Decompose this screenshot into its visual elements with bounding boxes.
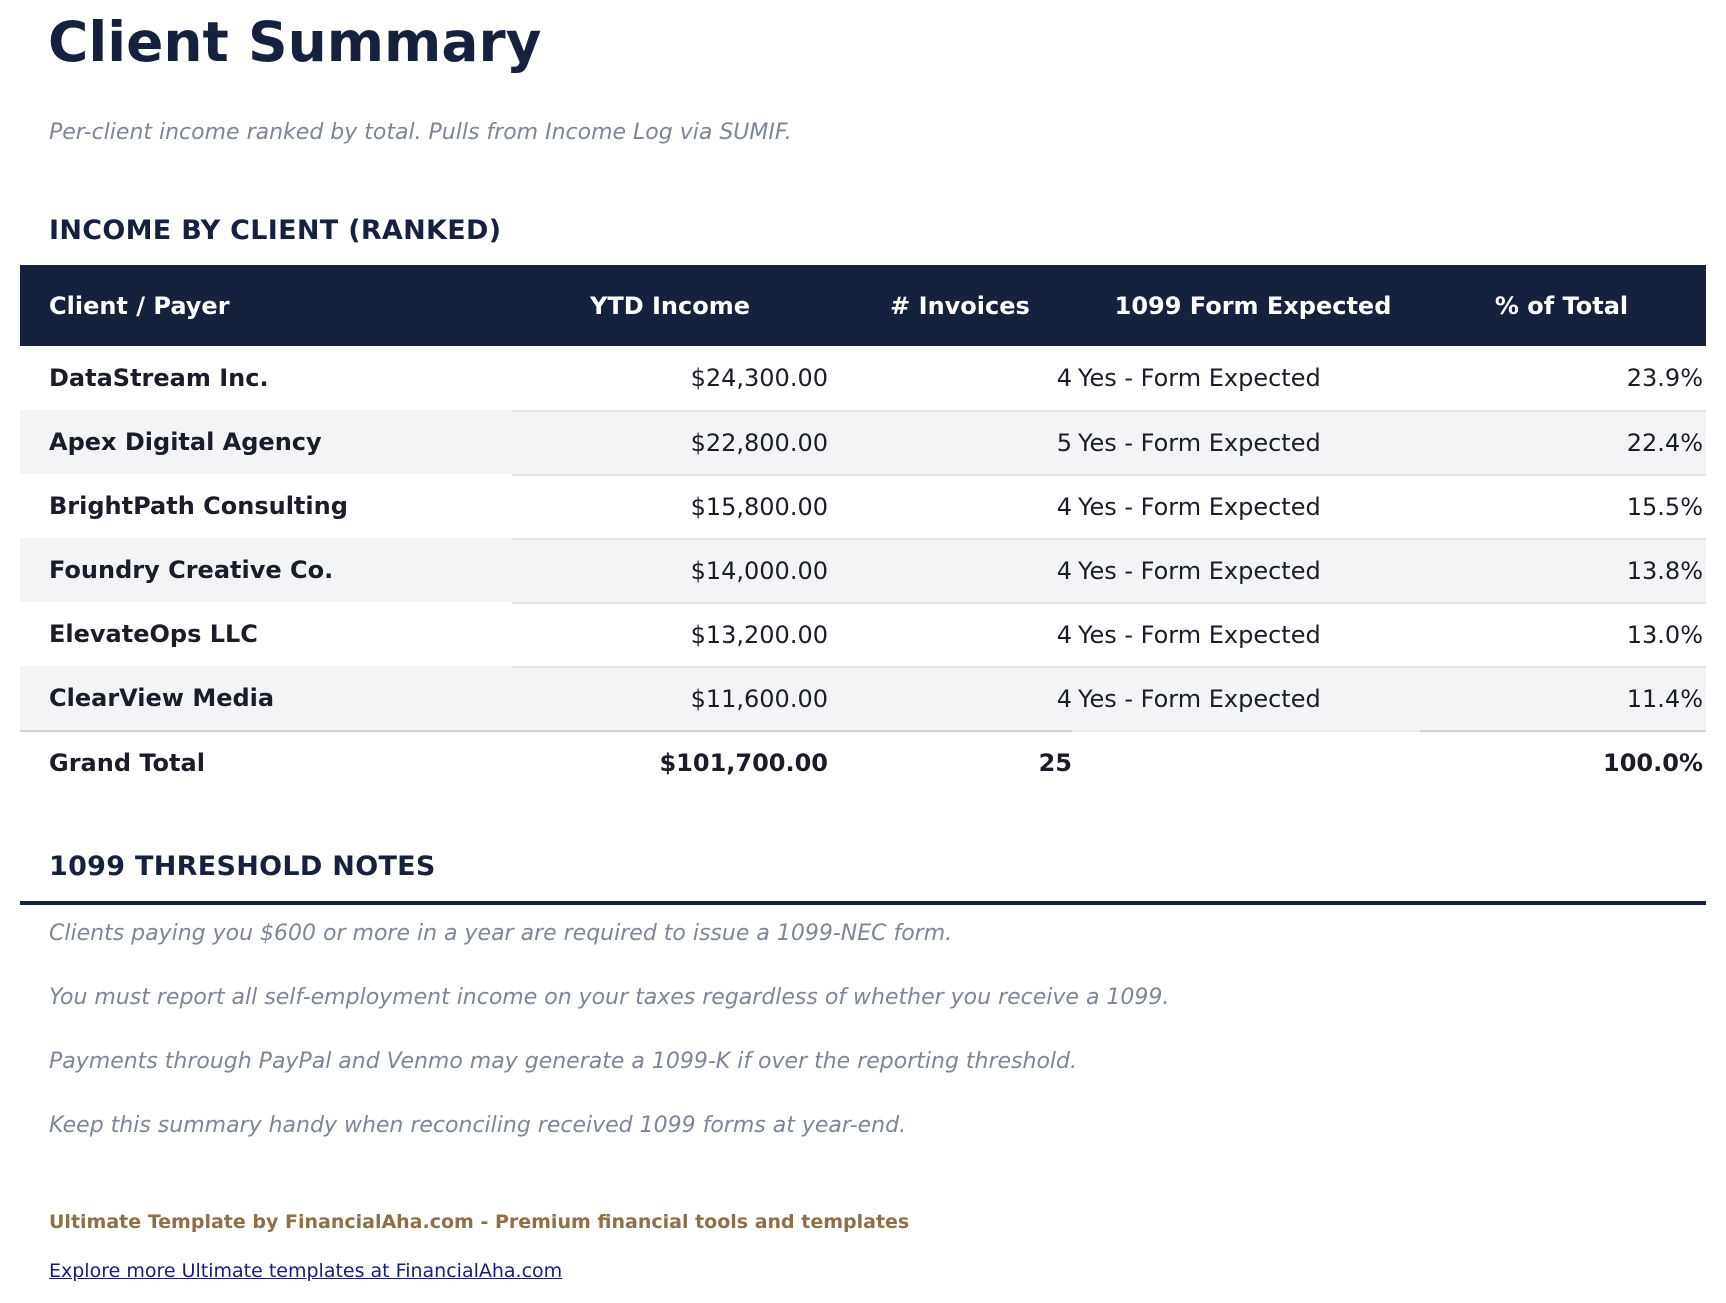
table-row: Foundry Creative Co. $14,000.00 4 Yes - … [20,538,1706,602]
notes-divider [20,901,1706,905]
column-header-client[interactable]: Client / Payer [49,291,230,320]
pct-total-cell[interactable]: 23.9% [1626,364,1703,392]
grand-total-row: Grand Total $101,700.00 25 100.0% [20,730,1706,794]
notes-section-heading: 1099 THRESHOLD NOTES [49,851,436,882]
table-row: BrightPath Consulting $15,800.00 4 Yes -… [20,474,1706,538]
client-name-cell[interactable]: BrightPath Consulting [49,492,348,520]
table-row: ElevateOps LLC $13,200.00 4 Yes - Form E… [20,602,1706,666]
page-subtitle: Per-client income ranked by total. Pulls… [49,120,792,145]
grand-total-invoices[interactable]: 25 [828,730,1072,794]
form-1099-cell[interactable]: Yes - Form Expected [1072,602,1420,666]
grand-total-label[interactable]: Grand Total [20,730,512,794]
income-section-heading: INCOME BY CLIENT (RANKED) [49,215,502,246]
table-header-row: Client / Payer YTD Income # Invoices 109… [20,265,1706,346]
form-1099-cell[interactable]: Yes - Form Expected [1078,364,1321,392]
form-1099-cell[interactable]: Yes - Form Expected [1072,410,1420,474]
ytd-income-cell[interactable]: $22,800.00 [512,410,828,474]
table-row: DataStream Inc. $24,300.00 4 Yes - Form … [20,346,1706,410]
grand-total-pct[interactable]: 100.0% [1420,730,1706,794]
note-item: Clients paying you $600 or more in a yea… [49,921,953,946]
pct-total-cell[interactable]: 15.5% [1420,474,1706,538]
invoices-cell[interactable]: 4 [828,474,1072,538]
client-name-cell[interactable]: ClearView Media [49,684,275,712]
table-row: ClearView Media $11,600.00 4 Yes - Form … [20,666,1706,730]
pct-total-cell[interactable]: 13.8% [1420,538,1706,602]
table-row: Apex Digital Agency $22,800.00 5 Yes - F… [20,410,1706,474]
invoices-cell[interactable]: 4 [828,602,1072,666]
column-header-1099-form[interactable]: 1099 Form Expected [1114,291,1392,320]
client-name-cell[interactable]: Apex Digital Agency [49,428,322,456]
client-name-cell[interactable]: DataStream Inc. [49,364,269,392]
invoices-cell[interactable]: 4 [828,666,1072,730]
ytd-income-cell[interactable]: $11,600.00 [512,666,828,730]
brand-credit: Ultimate Template by FinancialAha.com - … [49,1211,910,1233]
grand-total-form-1099[interactable] [1072,730,1420,794]
form-1099-cell[interactable]: Yes - Form Expected [1072,538,1420,602]
explore-templates-link[interactable]: Explore more Ultimate templates at Finan… [49,1260,563,1282]
invoices-cell[interactable]: 5 [828,410,1072,474]
income-by-client-table: Client / Payer YTD Income # Invoices 109… [20,265,1706,794]
page-title: Client Summary [48,10,542,74]
client-name-cell[interactable]: Foundry Creative Co. [49,556,334,584]
pct-total-cell[interactable]: 11.4% [1420,666,1706,730]
column-header-pct-total[interactable]: % of Total [1494,291,1629,320]
ytd-income-cell[interactable]: $15,800.00 [512,474,828,538]
invoices-cell[interactable]: 4 [828,538,1072,602]
note-item: Payments through PayPal and Venmo may ge… [49,1049,1077,1074]
note-item: You must report all self-employment inco… [49,985,1170,1010]
column-header-ytd-income[interactable]: YTD Income [589,291,751,320]
column-header-invoices[interactable]: # Invoices [890,291,1030,320]
invoices-cell[interactable]: 4 [1056,364,1072,392]
pct-total-cell[interactable]: 22.4% [1420,410,1706,474]
pct-total-cell[interactable]: 13.0% [1420,602,1706,666]
form-1099-cell[interactable]: Yes - Form Expected [1072,474,1420,538]
ytd-income-cell[interactable]: $14,000.00 [512,538,828,602]
ytd-income-cell[interactable]: $13,200.00 [512,602,828,666]
form-1099-cell[interactable]: Yes - Form Expected [1072,666,1420,730]
ytd-income-cell[interactable]: $24,300.00 [690,364,828,392]
client-name-cell[interactable]: ElevateOps LLC [49,620,258,648]
note-item: Keep this summary handy when reconciling… [49,1113,907,1138]
grand-total-ytd-income[interactable]: $101,700.00 [512,730,828,794]
